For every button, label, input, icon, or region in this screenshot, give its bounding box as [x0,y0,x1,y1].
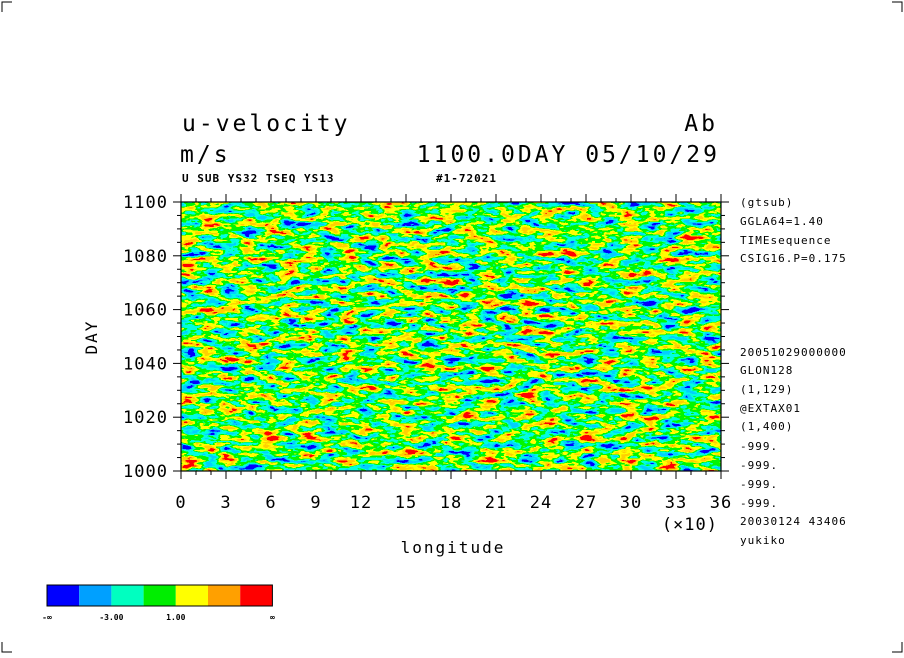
x-tick-label: 36 [710,493,732,513]
info-line: (1,129) [740,383,793,396]
legend-swatch [79,585,112,606]
legend-swatch [175,585,208,606]
chart-title: u-velocity [182,111,350,137]
x-tick-label: 3 [220,493,231,513]
x-tick-label: 0 [175,493,186,513]
date-label: 1100.0DAY 05/10/29 [417,142,720,168]
info-line: -999. [740,497,778,510]
x-tick-label: 33 [665,493,687,513]
y-tick-label: 1080 [123,247,168,267]
y-tick-label: 1100 [123,193,168,213]
x-tick-label: 24 [530,493,552,513]
info-line: 20051029000000 [740,346,847,359]
x-tick-label: 21 [485,493,507,513]
legend-label: -3.00 [99,613,123,622]
info-line: TIMEsequence [740,234,831,247]
legend-swatch [47,585,80,606]
subtitle-right: #1-72021 [436,172,497,185]
info-line: -999. [740,459,778,472]
x-axis: 0 3 6 9 12 15 18 21 24 27 30 33 36 [175,194,732,513]
x-axis-label: longitude [401,538,506,557]
legend-label: 1.00 [166,613,185,622]
info-line: (1,400) [740,420,793,433]
y-tick-label: 1000 [123,462,168,482]
info-panel: (gtsub) GGLA64=1.40 TIMEsequence CSIG16.P=0… [740,196,847,547]
y-tick-label: 1020 [123,408,168,428]
legend-swatch [208,585,241,606]
x-multiplier-label: (×10) [662,515,718,535]
legend-swatch [143,585,176,606]
info-line: -999. [740,440,778,453]
legend-frame [46,584,273,607]
units-label: m/s [180,142,231,168]
info-line: -999. [740,478,778,491]
run-tag: Ab [684,111,718,137]
legend-swatch [240,585,273,606]
x-tick-label: 6 [265,493,276,513]
subtitle-left: U SUB YS32 TSEQ YS13 [182,172,334,185]
info-line: CSIG16.P=0.175 [740,252,847,265]
y-axis-label: DAY [82,320,101,355]
x-tick-label: 12 [350,493,372,513]
info-line: @EXTAX01 [740,402,801,415]
x-tick-label: 27 [575,493,597,513]
y-axis: 1000 1020 1040 1060 1080 1100 [123,193,729,482]
legend-swatch [111,585,144,606]
heatmap-field-fill [181,202,721,471]
color-legend: -∞ -3.00 1.00 ∞ [42,584,275,622]
legend-label: ∞ [270,613,275,622]
info-line: 20030124 43406 [740,515,847,528]
y-tick-label: 1060 [123,301,168,321]
info-line: yukiko [740,534,786,547]
info-line: GGLA64=1.40 [740,215,824,228]
legend-label: -∞ [42,613,52,622]
x-tick-label: 15 [395,493,417,513]
x-tick-label: 9 [310,493,321,513]
y-tick-label: 1040 [123,354,168,374]
info-line: (gtsub) [740,196,793,209]
info-line: GLON128 [740,364,793,377]
x-tick-label: 30 [620,493,642,513]
heatmap-field [181,202,721,471]
x-tick-label: 18 [440,493,462,513]
